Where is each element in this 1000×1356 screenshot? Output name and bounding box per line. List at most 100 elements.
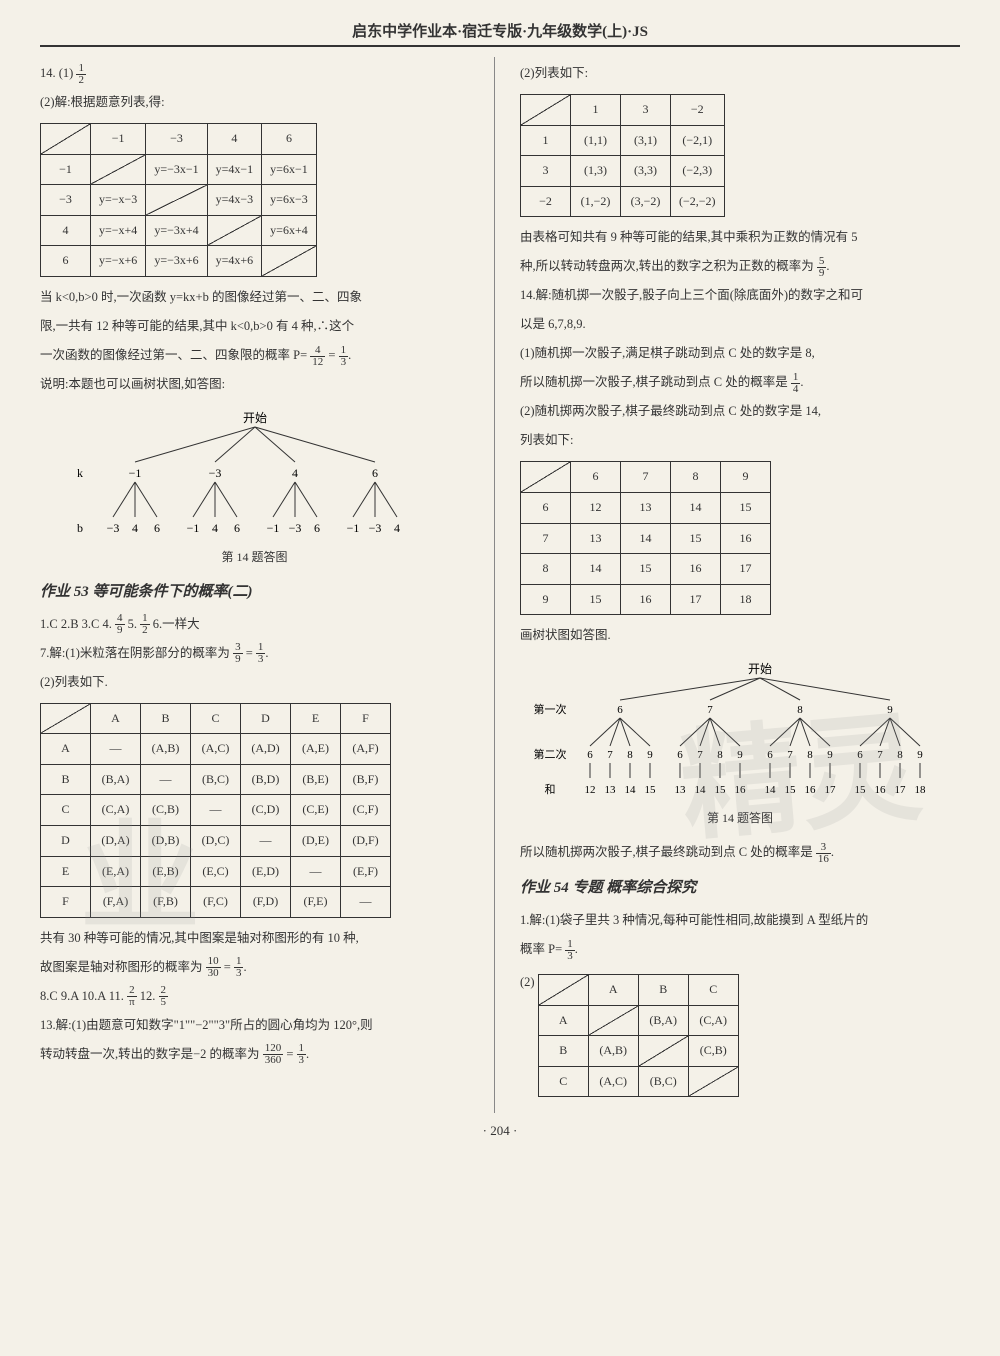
q14-3: (1)随机掷一次骰子,满足棋子跳动到点 C 处的数字是 8, — [520, 341, 960, 366]
svg-text:6: 6 — [154, 521, 160, 535]
svg-text:9: 9 — [737, 749, 743, 761]
svg-text:4: 4 — [212, 521, 218, 535]
svg-text:−3: −3 — [288, 521, 301, 535]
text: 1.C 2.B 3.C 4. — [40, 617, 112, 631]
text: 14. (1) — [40, 66, 73, 80]
fraction: 13 — [339, 345, 349, 368]
text: 所以随机掷一次骰子,棋子跳动到点 C 处的概率是 — [520, 375, 788, 389]
para: 画树状图如答图. — [520, 623, 960, 648]
q13-3: (2)列表如下: — [520, 61, 960, 86]
svg-text:−1: −1 — [128, 466, 141, 480]
svg-text:8: 8 — [627, 749, 633, 761]
section-54-title: 作业 54 专题 概率综合探究 — [520, 875, 960, 902]
svg-text:16: 16 — [805, 784, 817, 796]
svg-text:15: 15 — [855, 784, 867, 796]
text: = — [224, 960, 231, 974]
section-53-title: 作业 53 等可能条件下的概率(二) — [40, 579, 469, 606]
text: 故图案是轴对称图形的概率为 — [40, 960, 203, 974]
svg-text:14: 14 — [765, 784, 777, 796]
para: 说明:本题也可以画树状图,如答图: — [40, 372, 469, 397]
svg-text:−3: −3 — [208, 466, 221, 480]
text: = — [286, 1047, 293, 1061]
text: 12. — [140, 989, 156, 1003]
svg-text:7: 7 — [697, 749, 703, 761]
svg-text:6: 6 — [677, 749, 683, 761]
svg-text:−1: −1 — [186, 521, 199, 535]
fraction: 412 — [310, 345, 325, 368]
text: 概率 P= — [520, 942, 562, 956]
column-divider — [494, 57, 495, 1113]
svg-text:9: 9 — [917, 749, 923, 761]
svg-text:8: 8 — [717, 749, 723, 761]
svg-text:6: 6 — [857, 749, 863, 761]
svg-text:9: 9 — [827, 749, 833, 761]
svg-text:7: 7 — [607, 749, 613, 761]
q14-2: (2)解:根据题意列表,得: — [40, 90, 469, 115]
svg-text:−1: −1 — [346, 521, 359, 535]
q14-5: (2)随机掷两次骰子,棋子最终跳动到点 C 处的数字是 14, — [520, 399, 960, 424]
table2: ABCDEFA—(A,B)(A,C)(A,D)(A,E)(A,F)B(B,A)—… — [40, 703, 391, 918]
svg-text:开始: 开始 — [242, 411, 266, 425]
svg-text:12: 12 — [585, 784, 596, 796]
right-column: (2)列表如下: 13−21(1,1)(3,1)(−2,1)3(1,3)(3,3… — [520, 57, 960, 1113]
caption: 第 14 题答图 — [40, 547, 469, 569]
fraction: 13 — [234, 956, 244, 979]
svg-text:18: 18 — [915, 784, 927, 796]
fraction: 12 — [140, 613, 150, 636]
svg-text:−3: −3 — [368, 521, 381, 535]
para: 共有 30 种等可能的情况,其中图案是轴对称图形的有 10 种, — [40, 926, 469, 951]
svg-text:6: 6 — [314, 521, 320, 535]
fraction: 25 — [159, 985, 169, 1008]
q7-2: (2)列表如下. — [40, 670, 469, 695]
fraction: 13 — [256, 642, 266, 665]
svg-text:7: 7 — [877, 749, 883, 761]
svg-text:b: b — [77, 521, 83, 535]
page-header: 启东中学作业本·宿迁专版·九年级数学(上)·JS — [40, 20, 960, 47]
tree-diagram-1: 开始kb−1−346−346−146−1−36−1−34 第 14 题答图 — [40, 407, 469, 569]
svg-text:6: 6 — [617, 704, 623, 716]
text: 种,所以转动转盘两次,转出的数字之积为正数的概率为 — [520, 259, 814, 273]
svg-text:17: 17 — [825, 784, 837, 796]
fraction: 14 — [791, 372, 801, 395]
svg-text:第二次: 第二次 — [534, 747, 567, 761]
q7-1: 7.解:(1)米粒落在阴影部分的概率为 39 = 13. — [40, 641, 469, 666]
fraction: 13 — [565, 939, 575, 962]
q14-1: 14. (1) 12 — [40, 61, 469, 86]
svg-text:−3: −3 — [106, 521, 119, 535]
para: 故图案是轴对称图形的概率为 1030 = 13. — [40, 955, 469, 980]
fraction: 39 — [233, 642, 243, 665]
left-column: 14. (1) 12 (2)解:根据题意列表,得: −1−346−1y=−3x−… — [40, 57, 469, 1113]
fraction: 49 — [115, 613, 125, 636]
q13-2: 转动转盘一次,转出的数字是−2 的概率为 120360 = 13. — [40, 1042, 469, 1067]
svg-text:8: 8 — [897, 749, 903, 761]
svg-text:8: 8 — [807, 749, 813, 761]
page-number: · 204 · — [40, 1123, 960, 1139]
q1-2: 概率 P= 13. — [520, 937, 960, 962]
para: 限,一共有 12 种等可能的结果,其中 k<0,b>0 有 4 种,∴这个 — [40, 314, 469, 339]
svg-text:6: 6 — [234, 521, 240, 535]
fraction: 2π — [127, 985, 137, 1008]
svg-text:14: 14 — [625, 784, 637, 796]
para: 一次函数的图像经过第一、二、四象限的概率 P= 412 = 13. — [40, 343, 469, 368]
fraction: 316 — [816, 842, 831, 865]
svg-text:6: 6 — [767, 749, 773, 761]
svg-text:k: k — [77, 466, 83, 480]
svg-text:9: 9 — [887, 704, 893, 716]
svg-text:开始: 开始 — [748, 662, 772, 676]
para: 当 k<0,b>0 时,一次函数 y=kx+b 的图像经过第一、二、四象 — [40, 285, 469, 310]
svg-text:4: 4 — [292, 466, 298, 480]
q14-6: 列表如下: — [520, 428, 960, 453]
table4: 6789612131415713141516814151617915161718 — [520, 461, 771, 615]
svg-text:17: 17 — [895, 784, 907, 796]
svg-text:第一次: 第一次 — [534, 702, 567, 716]
para: 所以随机掷两次骰子,棋子最终跳动到点 C 处的概率是 316. — [520, 840, 960, 865]
answers-53: 1.C 2.B 3.C 4. 49 5. 12 6.一样大 — [40, 612, 469, 637]
answers-8-12: 8.C 9.A 10.A 11. 2π 12. 25 — [40, 984, 469, 1009]
q13: 13.解:(1)由题意可知数字"1""−2""3"所占的圆心角均为 120°,则 — [40, 1013, 469, 1038]
text: 所以随机掷两次骰子,棋子最终跳动到点 C 处的概率是 — [520, 845, 813, 859]
svg-text:13: 13 — [675, 784, 687, 796]
table5: ABCA(B,A)(C,A)B(A,B)(C,B)C(A,C)(B,C) — [538, 974, 739, 1097]
tree-diagram-2: 开始第一次第二次和6789612713814915613714815916614… — [520, 658, 960, 830]
table3: 13−21(1,1)(3,1)(−2,1)3(1,3)(3,3)(−2,3)−2… — [520, 94, 725, 217]
svg-text:16: 16 — [875, 784, 887, 796]
